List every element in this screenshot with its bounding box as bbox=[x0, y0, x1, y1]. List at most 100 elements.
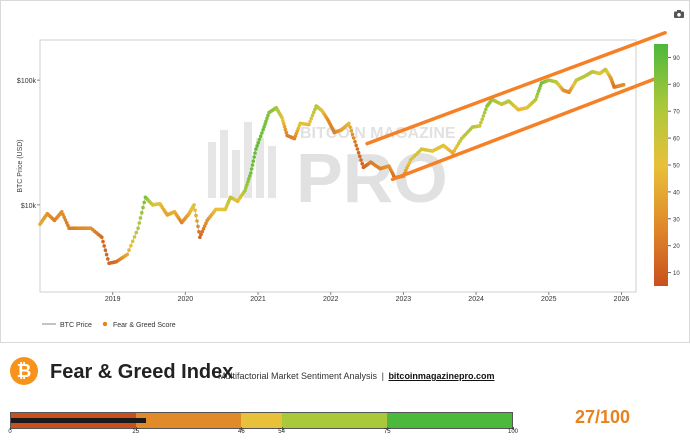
legend-score-swatch bbox=[102, 321, 108, 327]
score-point bbox=[265, 116, 269, 121]
watermark: BITCOIN MAGAZINE PRO bbox=[208, 122, 456, 217]
score-point bbox=[484, 107, 488, 112]
score-point bbox=[100, 235, 104, 239]
score-point bbox=[349, 128, 354, 133]
score-point bbox=[252, 155, 256, 159]
gauge-tick-label: 46 bbox=[238, 429, 245, 435]
score-point bbox=[307, 122, 311, 127]
watermark-pro: PRO bbox=[296, 139, 448, 217]
score-point bbox=[199, 232, 203, 237]
legend-price-label[interactable]: BTC Price bbox=[60, 322, 92, 329]
x-tick-label: 2023 bbox=[396, 296, 412, 303]
score-point bbox=[142, 200, 146, 205]
trend-line-lower bbox=[390, 73, 667, 182]
gauge-tick-label: 54 bbox=[278, 429, 285, 435]
x-tick-label: 2026 bbox=[614, 296, 630, 303]
score-point bbox=[355, 147, 360, 151]
score-point bbox=[348, 125, 352, 129]
plot-area bbox=[39, 39, 637, 293]
score-point bbox=[200, 229, 205, 234]
score-point bbox=[260, 131, 264, 135]
score-point bbox=[264, 119, 268, 123]
x-tick-label: 2019 bbox=[105, 296, 121, 303]
score-point bbox=[358, 154, 362, 159]
colorbar-tick-label: 80 bbox=[673, 83, 680, 89]
x-tick-label: 2022 bbox=[323, 296, 339, 303]
gauge-tick-mark bbox=[281, 427, 283, 430]
colorbar-tick-label: 60 bbox=[673, 137, 680, 143]
score-point bbox=[280, 115, 284, 120]
chart-panel bbox=[0, 0, 690, 343]
score-point bbox=[250, 163, 255, 167]
x-axis-ticks: 2019 2020 2021 2022 2023 2024 2025 2026 bbox=[105, 292, 629, 303]
score-point bbox=[66, 223, 70, 228]
score-point bbox=[283, 127, 288, 132]
score-point bbox=[101, 239, 105, 244]
gauge-segment bbox=[241, 413, 282, 428]
sentiment-gauge bbox=[10, 412, 513, 429]
score-point bbox=[281, 118, 285, 123]
score-point bbox=[257, 137, 262, 142]
index-subtitle: Multifactorial Market Sentiment Analysis… bbox=[218, 371, 494, 381]
colorbar-tick-label: 30 bbox=[673, 217, 680, 223]
score-point bbox=[198, 235, 202, 239]
score-point bbox=[141, 205, 145, 210]
gauge-tick-mark bbox=[135, 427, 137, 430]
score-point bbox=[136, 226, 140, 230]
score-point bbox=[621, 82, 626, 87]
score-point bbox=[404, 168, 408, 173]
score-point bbox=[63, 218, 68, 222]
gauge-segment bbox=[386, 413, 512, 428]
score-point bbox=[356, 150, 361, 155]
score-point bbox=[258, 134, 263, 138]
score-point bbox=[102, 244, 106, 248]
score-point bbox=[104, 252, 109, 257]
colorbar-tick-label: 20 bbox=[673, 244, 680, 250]
score-point bbox=[347, 121, 351, 126]
score-point bbox=[309, 116, 314, 121]
score-point bbox=[192, 203, 196, 207]
legend-score-label[interactable]: Fear & Greed Score bbox=[113, 322, 176, 329]
colorbar-tick-label: 70 bbox=[673, 110, 680, 116]
score-point bbox=[255, 144, 259, 148]
gauge-tick-label: 25 bbox=[132, 429, 140, 435]
score-point bbox=[193, 208, 197, 212]
score-point bbox=[202, 224, 207, 228]
score-point bbox=[137, 221, 142, 225]
score-point bbox=[353, 139, 357, 144]
score-point bbox=[254, 147, 258, 151]
site-link[interactable]: bitcoinmagazinepro.com bbox=[388, 371, 495, 381]
score-point bbox=[251, 159, 256, 163]
score-point bbox=[201, 227, 206, 231]
score-point bbox=[477, 124, 482, 128]
y-tick-label: $100k bbox=[17, 78, 37, 85]
score-point bbox=[132, 235, 137, 239]
score-point bbox=[310, 113, 315, 118]
score-point bbox=[535, 92, 540, 96]
colorbar bbox=[654, 44, 668, 286]
score-point bbox=[263, 122, 267, 126]
score-point bbox=[138, 216, 143, 220]
gauge-segment bbox=[136, 413, 242, 428]
colorbar-tick-label: 90 bbox=[673, 56, 680, 62]
gauge-tick-label: 0 bbox=[8, 429, 12, 435]
y-axis-ticks: $10k $100k bbox=[17, 78, 40, 210]
gauge-tick-mark bbox=[513, 427, 514, 430]
score-point bbox=[194, 213, 198, 218]
score-point bbox=[103, 248, 108, 252]
x-tick-label: 2020 bbox=[178, 296, 194, 303]
score-point bbox=[284, 130, 289, 135]
score-point bbox=[406, 163, 411, 167]
score-point bbox=[407, 160, 412, 165]
score-point bbox=[62, 215, 66, 219]
score-point bbox=[481, 114, 486, 118]
score-point bbox=[533, 97, 538, 102]
camera-icon[interactable] bbox=[674, 10, 684, 18]
score-point bbox=[308, 119, 312, 124]
score-point bbox=[125, 252, 129, 257]
legend: BTC Price Fear & Greed Score bbox=[42, 321, 176, 329]
score-point bbox=[313, 107, 317, 111]
gauge-tick-mark bbox=[387, 427, 389, 430]
score-point bbox=[61, 212, 65, 217]
score-point bbox=[140, 210, 144, 215]
